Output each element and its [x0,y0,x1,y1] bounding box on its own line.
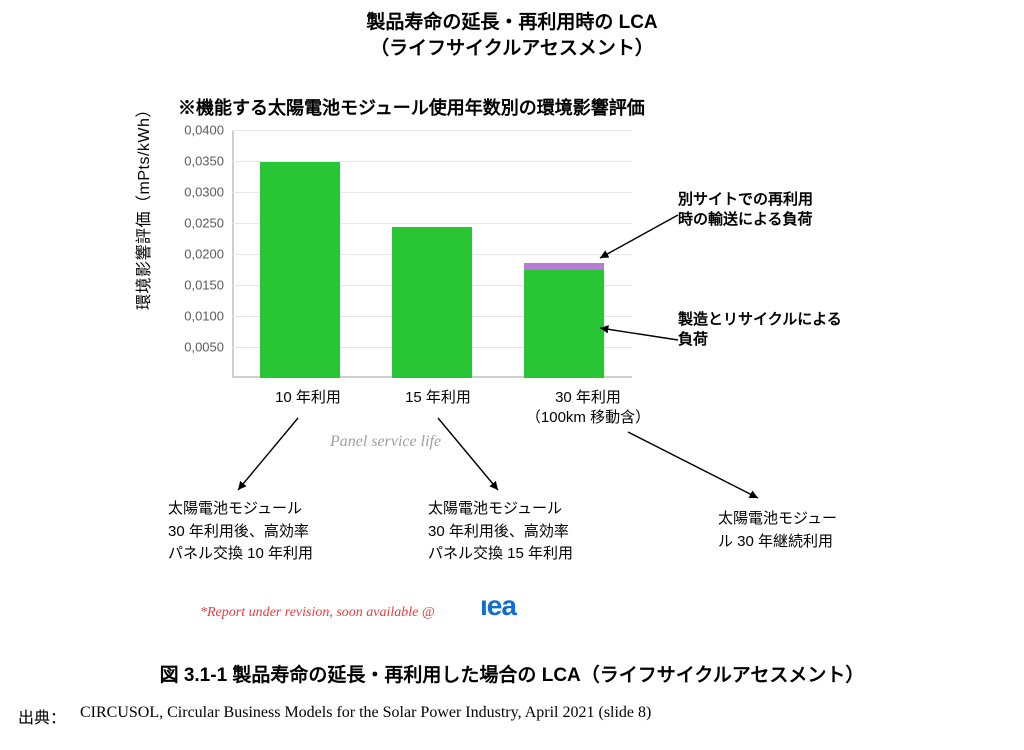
revision-note: *Report under revision, soon available @ [200,605,435,621]
bar-stack-main [524,270,604,378]
chart-subtitle: ※機能する太陽電池モジュール使用年数別の環境影響評価 [178,94,645,120]
arrow-explain-30yr-icon [628,432,758,498]
bar-stack-overlay [524,263,604,270]
lca-bar-chart: 0,00500,01000,01500,02000,02500,03000,03… [232,130,632,378]
iea-logo: ıea [480,590,516,622]
y-tick-label: 0,0150 [164,278,224,293]
y-axis-label: 環境影響評価（mPts/kWh） [130,101,154,310]
title-line-2: （ライフサイクルアセスメント） [370,38,654,59]
arrow-explain-15yr-icon [438,418,498,490]
bar-1 [392,227,472,378]
arrow-explain-10yr-icon [238,418,298,490]
xlabel-10yr: 10 年利用 [248,388,368,408]
title-line-1: 製品寿命の延長・再利用時の LCA [366,12,657,33]
y-tick-label: 0,0200 [164,247,224,262]
explain-10yr: 太陽電池モジュール 30 年利用後、高効率 パネル交換 10 年利用 [168,498,313,566]
y-tick-label: 0,0100 [164,309,224,324]
callout-manufacture-recycle: 製造とリサイクルによる 負荷 [678,310,842,351]
panel-service-life-label: Panel service life [330,433,441,451]
source-label: 出典： [18,704,66,728]
explain-30yr: 太陽電池モジュー ル 30 年継続利用 [718,508,837,553]
bar-stack-main [392,227,472,378]
bar-stack-main [260,162,340,378]
y-tick-label: 0,0250 [164,216,224,231]
bar-0 [260,162,340,378]
y-tick-label: 0,0400 [164,123,224,138]
explain-15yr: 太陽電池モジュール 30 年利用後、高効率 パネル交換 15 年利用 [428,498,573,566]
page-title: 製品寿命の延長・再利用時の LCA （ライフサイクルアセスメント） [0,10,1024,61]
xlabel-30yr: 30 年利用 （100km 移動含） [508,388,668,427]
source-text: CIRCUSOL, Circular Business Models for t… [80,704,651,722]
y-tick-label: 0,0350 [164,154,224,169]
xlabel-15yr: 15 年利用 [378,388,498,408]
y-tick-label: 0,0050 [164,340,224,355]
gridline [232,130,632,131]
bar-2 [524,263,604,378]
callout-reuse-transport: 別サイトでの再利用 時の輸送による負荷 [678,190,813,231]
y-tick-label: 0,0300 [164,185,224,200]
figure-caption: 図 3.1-1 製品寿命の延長・再利用した場合の LCA（ライフサイクルアセスメ… [0,660,1024,687]
